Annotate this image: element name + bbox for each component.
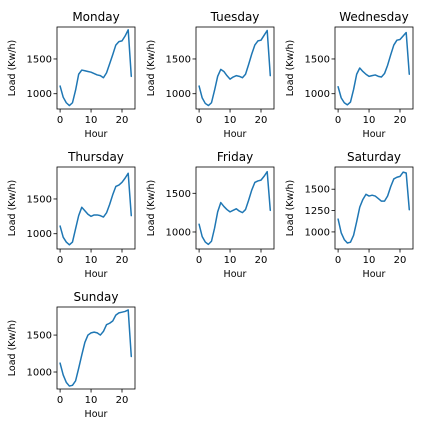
- subplot-title: Monday: [72, 10, 119, 24]
- subplot-wednesday: Wednesday 0 10 20 1000 1500 Hour Load (Kw/h): [285, 10, 414, 140]
- x-tick-label: 20: [116, 115, 129, 126]
- series-line: [198, 170, 272, 246]
- y-tick-label: 1500: [305, 54, 330, 65]
- x-tick-label: 0: [335, 255, 341, 266]
- x-tick-label: 10: [85, 395, 98, 406]
- y-tick-label: 1000: [305, 227, 330, 238]
- y-tick-label: 1000: [27, 368, 52, 379]
- subplot-thursday: Thursday 0 10 20 1000 1500 Hour Load (Kw/h): [7, 150, 136, 280]
- x-tick-label: 10: [363, 115, 376, 126]
- x-axis-label: Hour: [363, 269, 386, 280]
- series-line: [59, 309, 133, 387]
- x-axis-label: Hour: [85, 269, 108, 280]
- x-tick-label: 20: [116, 255, 129, 266]
- x-tick-label: 10: [224, 255, 237, 266]
- y-tick-label: 1500: [27, 54, 52, 65]
- y-axis-label: Load (Kw/h): [7, 320, 18, 376]
- y-axis-label: Load (Kw/h): [7, 40, 18, 96]
- x-tick-label: 0: [196, 115, 202, 126]
- series-line: [59, 172, 133, 246]
- y-axis-label: Load (Kw/h): [285, 180, 296, 236]
- x-axis-label: Hour: [85, 409, 108, 420]
- x-tick-label: 10: [85, 115, 98, 126]
- subplot-title: Friday: [217, 150, 253, 164]
- x-tick-label: 0: [57, 255, 63, 266]
- subplot-title: Sunday: [74, 290, 119, 304]
- x-axis-label: Hour: [224, 269, 247, 280]
- y-tick-label: 1000: [166, 89, 191, 100]
- axes-frame: [334, 26, 414, 110]
- series-line: [198, 29, 272, 107]
- y-tick-label: 1000: [166, 227, 191, 238]
- subplot-tuesday: Tuesday 0 10 20 1000 1500 Hour Load (Kw/h): [146, 10, 275, 140]
- subplot-title: Tuesday: [210, 10, 260, 24]
- x-axis-label: Hour: [224, 129, 247, 140]
- x-tick-label: 0: [335, 115, 341, 126]
- subplot-friday: Friday 0 10 20 1000 1500 Hour Load (Kw/h): [146, 150, 275, 280]
- subplot-title: Saturday: [347, 150, 401, 164]
- series-line: [59, 29, 133, 107]
- x-axis-label: Hour: [363, 129, 386, 140]
- y-tick-label: 1500: [305, 185, 330, 196]
- x-tick-label: 0: [57, 395, 63, 406]
- axes-frame: [195, 166, 275, 250]
- y-tick-label: 1500: [166, 189, 191, 200]
- y-axis-label: Load (Kw/h): [146, 40, 157, 96]
- x-tick-label: 0: [57, 115, 63, 126]
- subplot-sunday: Sunday 0 10 20 1000 1500 Hour Load (Kw/h): [7, 290, 136, 420]
- x-tick-label: 20: [394, 115, 407, 126]
- axes-frame: [56, 306, 136, 390]
- subplot-title: Thursday: [67, 150, 124, 164]
- y-tick-label: 1500: [27, 331, 52, 342]
- series-line: [337, 171, 411, 244]
- x-tick-label: 20: [394, 255, 407, 266]
- y-tick-label: 1000: [27, 229, 52, 240]
- x-tick-label: 10: [363, 255, 376, 266]
- series-line: [337, 31, 411, 106]
- axes-frame: [195, 26, 275, 110]
- y-axis-label: Load (Kw/h): [146, 180, 157, 236]
- x-tick-label: 20: [116, 395, 129, 406]
- y-axis-label: Load (Kw/h): [7, 180, 18, 236]
- subplot-saturday: Saturday 0 10 20 1000 1250 1500 Hour Load (Kw/h): [285, 150, 414, 280]
- y-tick-label: 1000: [305, 89, 330, 100]
- axes-frame: [56, 26, 136, 110]
- x-axis-label: Hour: [85, 129, 108, 140]
- y-tick-label: 1250: [305, 206, 330, 217]
- subplot-monday: Monday 0 10 20 1000 1500 Hour Load (Kw/h): [7, 10, 136, 140]
- y-tick-label: 1000: [27, 89, 52, 100]
- subplot-title: Wednesday: [339, 10, 408, 24]
- y-axis-label: Load (Kw/h): [285, 40, 296, 96]
- x-tick-label: 10: [85, 255, 98, 266]
- x-tick-label: 20: [255, 255, 268, 266]
- y-tick-label: 1500: [166, 54, 191, 65]
- x-tick-label: 10: [224, 115, 237, 126]
- axes-frame: [334, 166, 414, 250]
- x-tick-label: 0: [196, 255, 202, 266]
- y-tick-label: 1500: [27, 194, 52, 205]
- x-tick-label: 20: [255, 115, 268, 126]
- axes-frame: [56, 166, 136, 250]
